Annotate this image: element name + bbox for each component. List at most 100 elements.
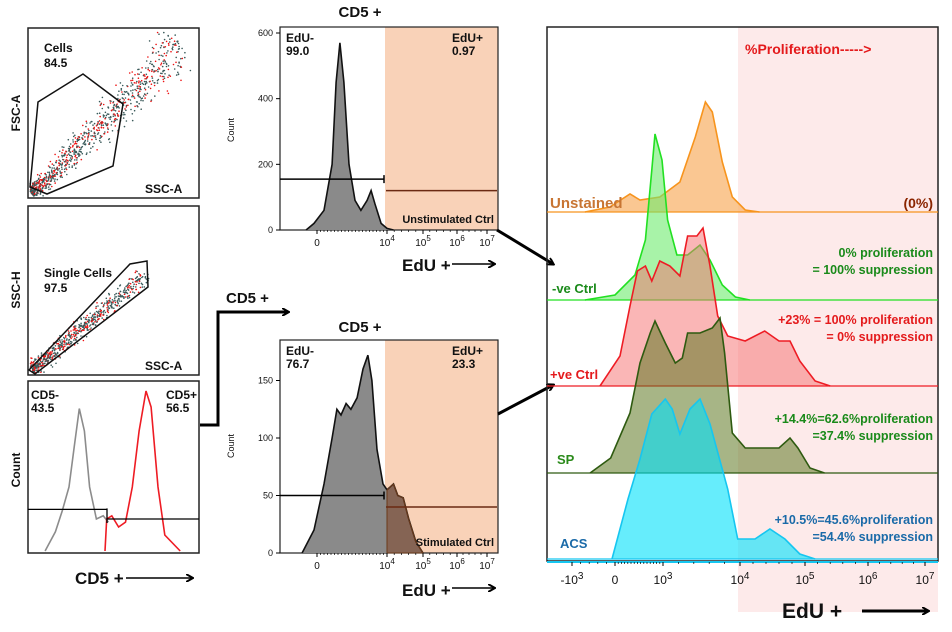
event-dot bbox=[35, 180, 37, 183]
event-dot bbox=[106, 307, 108, 309]
event-dot bbox=[113, 113, 115, 115]
cd5-pos-gate-name: CD5+ bbox=[166, 388, 197, 402]
sample-annotation: Stimulated Ctrl bbox=[416, 537, 494, 549]
event-dot bbox=[136, 85, 139, 87]
event-dot bbox=[120, 300, 123, 303]
event-dot bbox=[84, 136, 86, 138]
event-dot bbox=[124, 287, 126, 289]
event-dot bbox=[63, 146, 65, 149]
event-dot bbox=[47, 359, 50, 362]
event-dot bbox=[114, 294, 116, 296]
event-dot bbox=[66, 154, 68, 156]
event-dot bbox=[165, 40, 168, 43]
event-dot bbox=[137, 93, 139, 95]
event-dot bbox=[138, 68, 140, 71]
event-dot bbox=[152, 47, 155, 50]
stimulated-histogram-panel: CD5 + 0 50 100 150 0 104 105 106 107 EdU- 76.7 E… bbox=[226, 319, 499, 600]
event-dot bbox=[170, 50, 172, 53]
event-dot bbox=[98, 100, 101, 103]
event-dot bbox=[129, 282, 132, 285]
event-dot bbox=[69, 159, 71, 161]
event-dot bbox=[47, 165, 50, 167]
event-dot bbox=[47, 178, 50, 181]
event-dot bbox=[44, 184, 46, 187]
event-dot bbox=[174, 42, 177, 45]
event-dot bbox=[138, 95, 140, 98]
event-dot bbox=[39, 178, 41, 181]
event-dot bbox=[153, 70, 155, 72]
event-dot bbox=[106, 123, 108, 125]
x-axis-label: EdU + bbox=[402, 256, 451, 275]
series-line-unstained bbox=[584, 100, 760, 213]
event-dot bbox=[107, 128, 109, 131]
event-dot bbox=[100, 124, 103, 126]
event-dot bbox=[163, 77, 166, 80]
x-axis-label: SSC-A bbox=[145, 182, 183, 196]
event-dot bbox=[63, 343, 65, 346]
event-dot bbox=[61, 176, 63, 179]
event-dot bbox=[37, 178, 40, 180]
event-dot bbox=[136, 73, 139, 75]
event-dot bbox=[74, 140, 77, 143]
event-dot bbox=[34, 358, 36, 360]
event-dot bbox=[139, 86, 142, 88]
event-dot bbox=[48, 352, 51, 354]
event-dot bbox=[105, 297, 108, 300]
event-dot bbox=[172, 63, 175, 66]
event-dot bbox=[125, 285, 127, 288]
event-dot bbox=[125, 291, 128, 294]
event-dot bbox=[93, 142, 95, 144]
event-dot bbox=[68, 163, 70, 166]
event-dot bbox=[148, 40, 151, 42]
event-dot bbox=[131, 288, 133, 291]
event-dot bbox=[151, 46, 154, 49]
event-dot bbox=[124, 108, 126, 110]
event-dot bbox=[106, 113, 109, 115]
event-dot bbox=[83, 131, 86, 134]
event-dot bbox=[75, 150, 77, 153]
event-dot bbox=[67, 330, 70, 332]
event-dot bbox=[157, 67, 160, 69]
event-dot bbox=[64, 165, 67, 167]
event-dot bbox=[104, 122, 106, 124]
event-dot bbox=[57, 169, 59, 171]
event-dot bbox=[131, 77, 134, 79]
event-dot bbox=[78, 155, 80, 158]
event-dot bbox=[59, 163, 61, 166]
elbow-arrow bbox=[200, 312, 288, 427]
event-dot bbox=[51, 163, 54, 165]
event-dot bbox=[41, 364, 44, 367]
histogram-series bbox=[301, 354, 424, 554]
event-dot bbox=[82, 124, 84, 127]
event-dot bbox=[162, 78, 164, 81]
event-dot bbox=[31, 357, 33, 360]
x-tick-exponent: 6 bbox=[460, 234, 465, 243]
event-dot bbox=[161, 72, 163, 75]
event-dot bbox=[121, 93, 124, 95]
event-dot bbox=[147, 86, 150, 88]
event-dot bbox=[48, 175, 51, 177]
event-dot bbox=[98, 315, 101, 318]
event-dot bbox=[92, 323, 95, 326]
x-tick-label: 106 bbox=[449, 557, 465, 572]
event-dot bbox=[80, 322, 82, 325]
event-dot bbox=[53, 348, 56, 350]
event-dot bbox=[117, 114, 119, 116]
event-dot bbox=[98, 123, 101, 125]
event-dot bbox=[136, 275, 139, 278]
event-dot bbox=[106, 301, 109, 303]
event-dot bbox=[145, 67, 147, 69]
event-dot bbox=[123, 291, 125, 294]
event-dot bbox=[105, 124, 108, 127]
event-dot bbox=[177, 64, 179, 67]
event-dot bbox=[164, 61, 167, 63]
event-dot bbox=[114, 299, 116, 302]
event-dot bbox=[117, 94, 119, 96]
event-dot bbox=[125, 109, 127, 112]
event-dot bbox=[68, 343, 71, 346]
event-dot bbox=[102, 114, 105, 116]
event-dot bbox=[117, 106, 119, 108]
event-dot bbox=[127, 104, 129, 107]
event-dot bbox=[82, 143, 84, 145]
event-dot bbox=[46, 352, 49, 354]
